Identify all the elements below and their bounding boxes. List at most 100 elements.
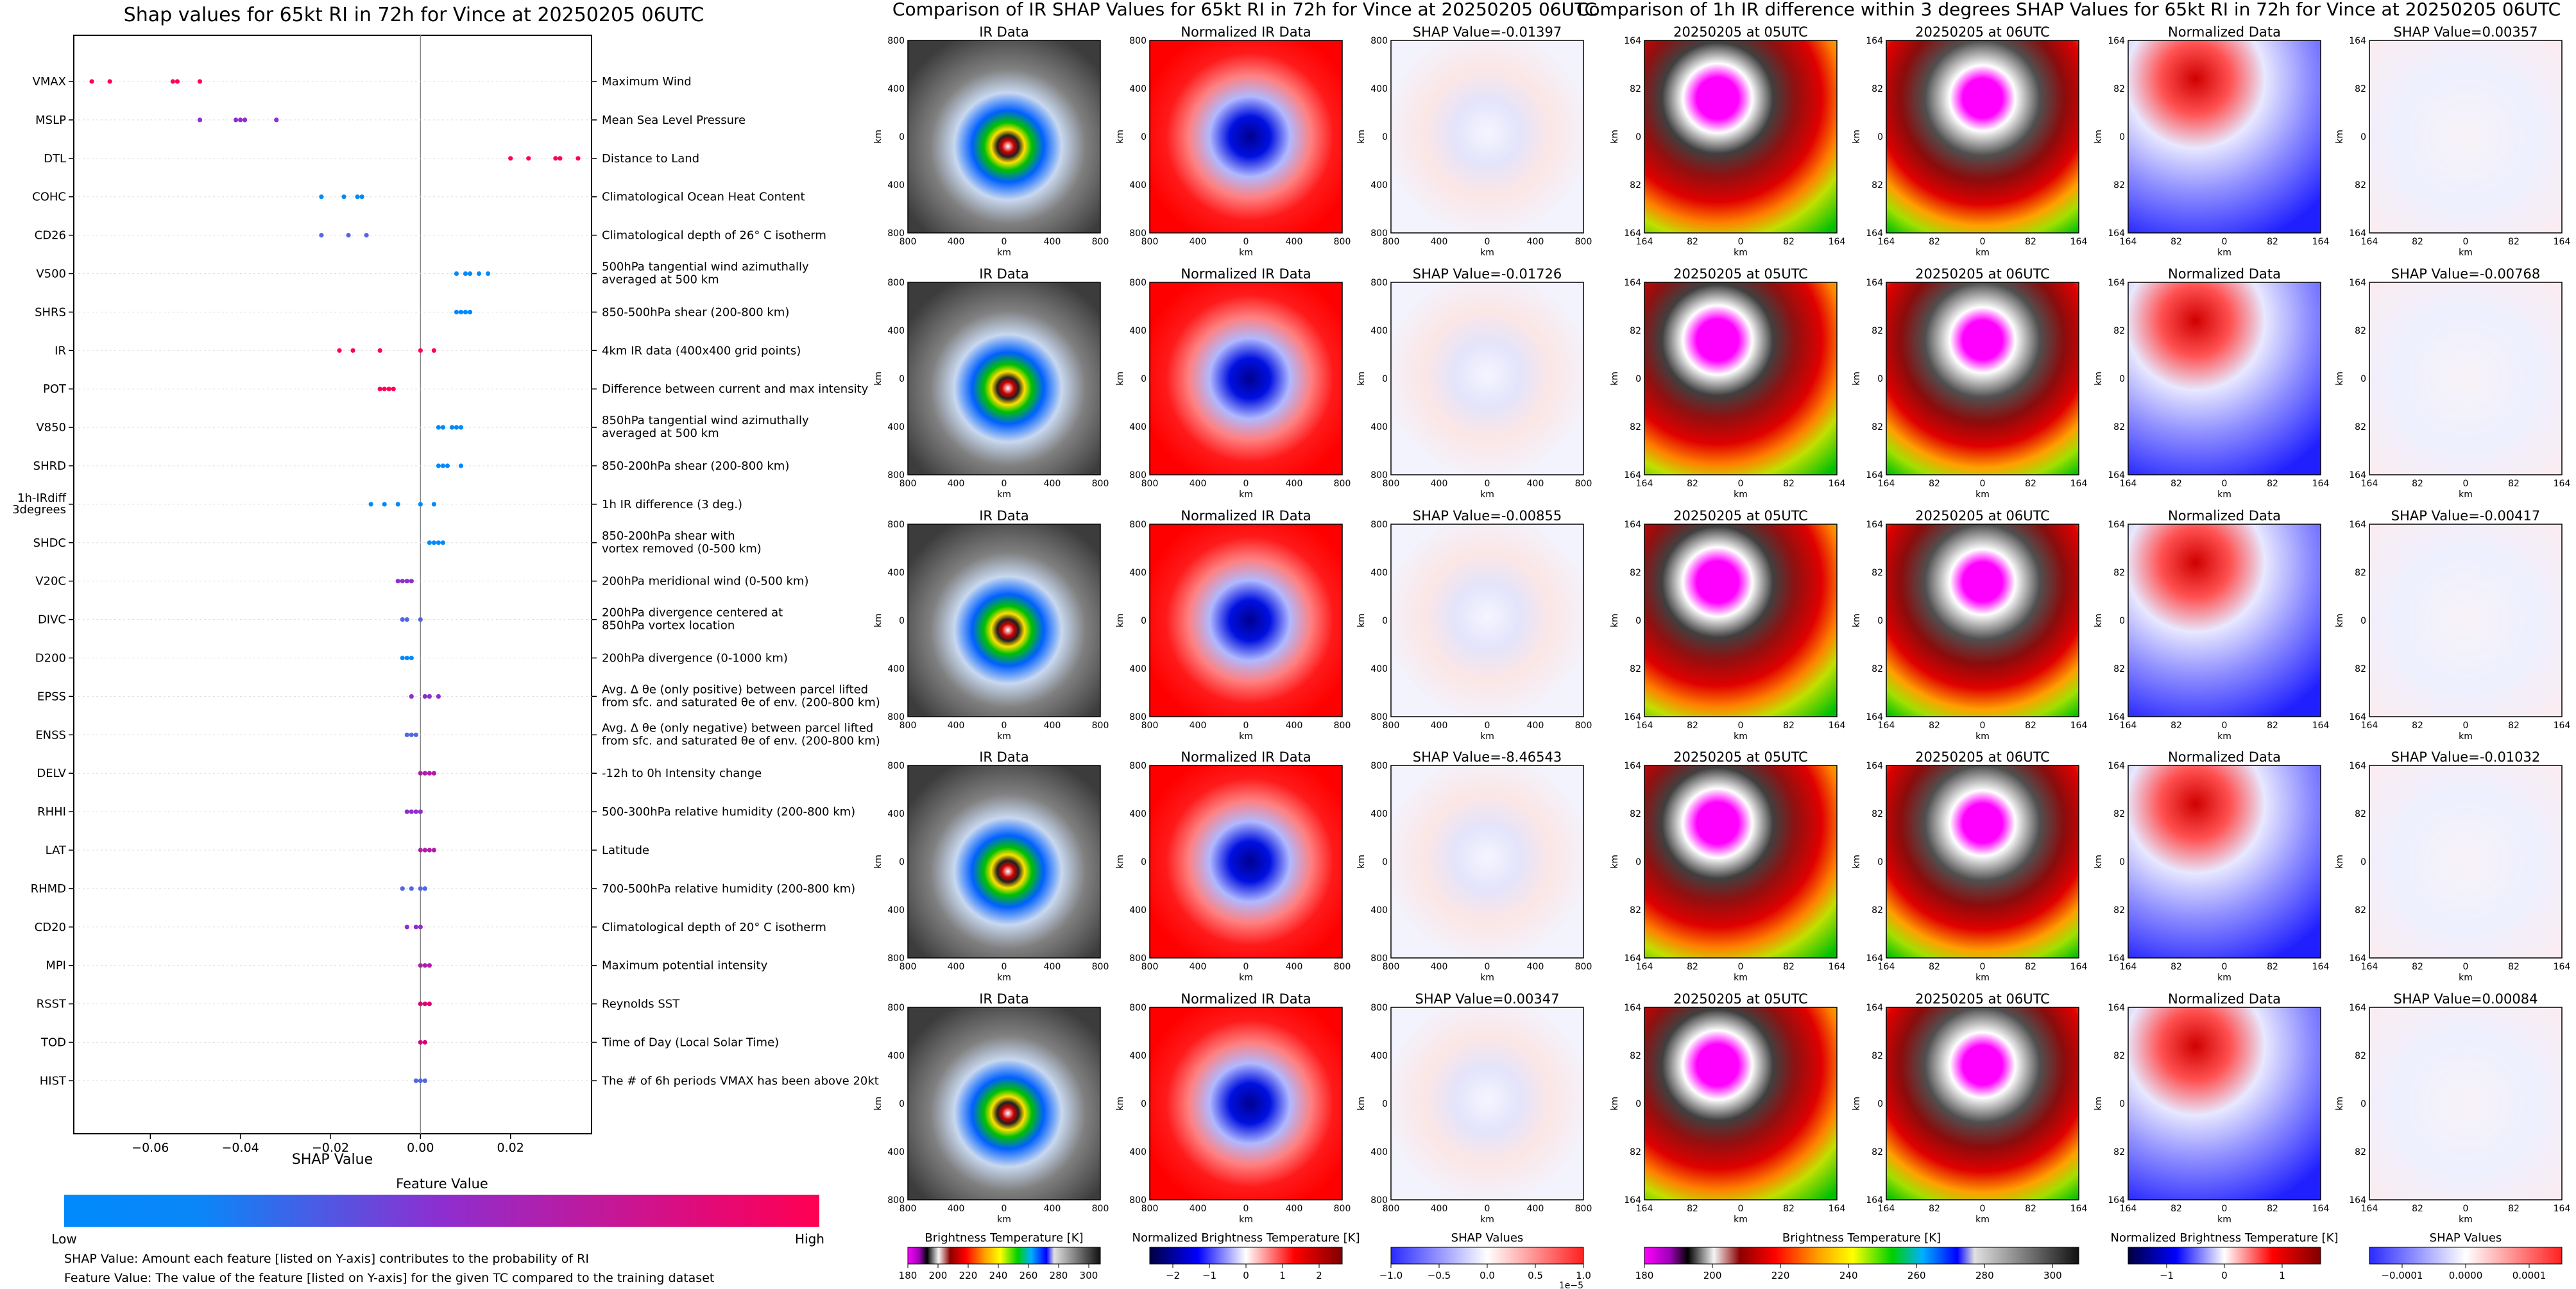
shap-point (409, 886, 414, 891)
shap-point (467, 309, 473, 314)
ir-image-panel (907, 524, 1101, 717)
panel-y-tick-label: 164 (2108, 470, 2125, 481)
shap-point (364, 233, 369, 238)
colorbar-label: Brightness Temperature [K] (1782, 1231, 1941, 1245)
shap-point (427, 694, 432, 699)
panel-x-tick-label: 164 (2312, 1204, 2330, 1214)
panel-x-tick-label: 400 (1431, 1204, 1448, 1214)
panel-x-tick-label: 0 (1980, 479, 1986, 489)
panel-y-tick-label: 800 (1129, 36, 1147, 46)
shap-point (175, 79, 180, 84)
shap-point (418, 348, 423, 353)
panel-x-axis-label: km (2459, 490, 2473, 500)
colorbar-tick-label: 220 (1771, 1270, 1790, 1281)
diff-colorbars: Brightness Temperature [K] 180 200 220 240 26… (1635, 1231, 2563, 1281)
shap-point (431, 848, 436, 853)
feature-name-label: VMAX (33, 75, 67, 89)
diff-image-panel (1886, 765, 2079, 959)
panel-x-axis-label: km (1239, 973, 1253, 983)
shap-point (404, 617, 409, 622)
panel-x-tick-label: 400 (1044, 479, 1061, 489)
panel-x-tick-label: 400 (1044, 237, 1061, 247)
feature-description: Avg. Δ θe (only positive) between parcel… (602, 683, 868, 696)
panel-x-tick-label: 0 (1243, 237, 1249, 247)
panel-x-axis-label: km (2217, 248, 2231, 258)
panel-y-tick-label: 800 (1370, 228, 1388, 239)
ir-panel-title: Normalized IR Data (1181, 749, 1311, 765)
panel-x-axis-label: km (1480, 731, 1494, 742)
panel-y-tick-label: 164 (2349, 278, 2366, 288)
ir-panel-title: Normalized IR Data (1181, 991, 1311, 1007)
panel-y-tick-label: 164 (1866, 1195, 1883, 1206)
shap-point (436, 540, 441, 545)
panel-x-tick-label: 400 (1527, 962, 1544, 972)
panel-x-tick-label: 400 (1431, 237, 1448, 247)
panel-x-tick-label: 800 (1092, 721, 1109, 731)
shap-point (377, 348, 382, 353)
panel-x-tick-label: 82 (2267, 237, 2278, 247)
panel-x-axis-label: km (1480, 248, 1494, 258)
panel-y-tick-label: 164 (2108, 278, 2125, 288)
panel-x-tick-label: 0 (1485, 962, 1490, 972)
panel-y-tick-label: 0 (899, 132, 905, 142)
colorbar-tick-label: 280 (1975, 1270, 1994, 1281)
diff-image-panel (2369, 282, 2563, 475)
panel-x-tick-label: 800 (1141, 237, 1159, 247)
panel-x-tick-label: 400 (1527, 237, 1544, 247)
panel-x-tick-label: 800 (1141, 479, 1159, 489)
panel-y-tick-label: 82 (1630, 568, 1641, 578)
panel-y-tick-label: 164 (2349, 1195, 2366, 1206)
shap-x-axis-label: SHAP Value (292, 1152, 373, 1168)
ir-image-panel (1149, 524, 1343, 717)
shap-point (238, 117, 243, 123)
panel-y-tick-label: 164 (1866, 36, 1883, 46)
feature-name-label: V850 (36, 421, 66, 434)
ir-panel-title: IR Data (979, 24, 1029, 40)
panel-x-tick-label: 164 (1878, 962, 1895, 972)
ir-shap-panel-title: SHAP Value=-0.00855 (1413, 508, 1562, 524)
colorbar-tick-label: −1 (1202, 1270, 1216, 1281)
panel-x-tick-label: 0 (1738, 479, 1744, 489)
shap-point (400, 886, 405, 891)
panel-y-tick-label: 400 (1129, 1051, 1147, 1061)
panel-y-axis-label: km (1610, 855, 1620, 869)
shap-point (576, 156, 581, 161)
panel-y-axis-label: km (1852, 613, 1862, 627)
panel-x-tick-label: 800 (1141, 721, 1159, 731)
panel-y-tick-label: 800 (887, 1003, 905, 1013)
panel-x-axis-label: km (1975, 248, 1990, 258)
shap-point (454, 425, 459, 430)
panel-x-tick-label: 0 (2463, 962, 2469, 972)
feature-description: Maximum Wind (602, 75, 692, 89)
feature-description: 850-200hPa shear with (602, 529, 735, 543)
panel-y-tick-label: 82 (1630, 809, 1641, 819)
shap-point (409, 732, 414, 737)
colorbar-label: Brightness Temperature [K] (925, 1231, 1083, 1245)
shap-point (418, 1078, 423, 1083)
feature-name-label: RSST (37, 998, 67, 1011)
feature-value-high-label: High (795, 1231, 824, 1247)
feature-name-label: MSLP (35, 114, 66, 127)
ir-panel-title: IR Data (979, 508, 1029, 524)
x-tick-label: 0.02 (497, 1141, 524, 1155)
panel-x-tick-label: 164 (2312, 237, 2330, 247)
panel-x-tick-label: 164 (1636, 479, 1653, 489)
panel-x-tick-label: 0 (1243, 721, 1249, 731)
colorbar (1644, 1247, 2079, 1265)
panel-y-tick-label: 82 (2355, 1051, 2366, 1061)
ir-shap-panel-title: SHAP Value=-0.01726 (1413, 266, 1562, 282)
panel-x-tick-label: 164 (1878, 479, 1895, 489)
panel-y-tick-label: 82 (2355, 568, 2366, 578)
panel-x-tick-label: 164 (1636, 721, 1653, 731)
panel-x-tick-label: 0 (1243, 1204, 1249, 1214)
colorbar-tick-label: −1 (2160, 1270, 2174, 1281)
panel-y-tick-label: 400 (1370, 326, 1388, 336)
panel-y-tick-label: 400 (1370, 1147, 1388, 1157)
panel-y-tick-label: 800 (887, 761, 905, 771)
feature-value-colorbar (64, 1195, 819, 1227)
colorbar-label: SHAP Values (2430, 1231, 2502, 1245)
panel-y-axis-label: km (1115, 130, 1125, 144)
panel-x-tick-label: 82 (1783, 479, 1795, 489)
feature-description: 500-300hPa relative humidity (200-800 km… (602, 805, 855, 819)
feature-description: from sfc. and saturated θe of env. (200-… (602, 696, 880, 709)
